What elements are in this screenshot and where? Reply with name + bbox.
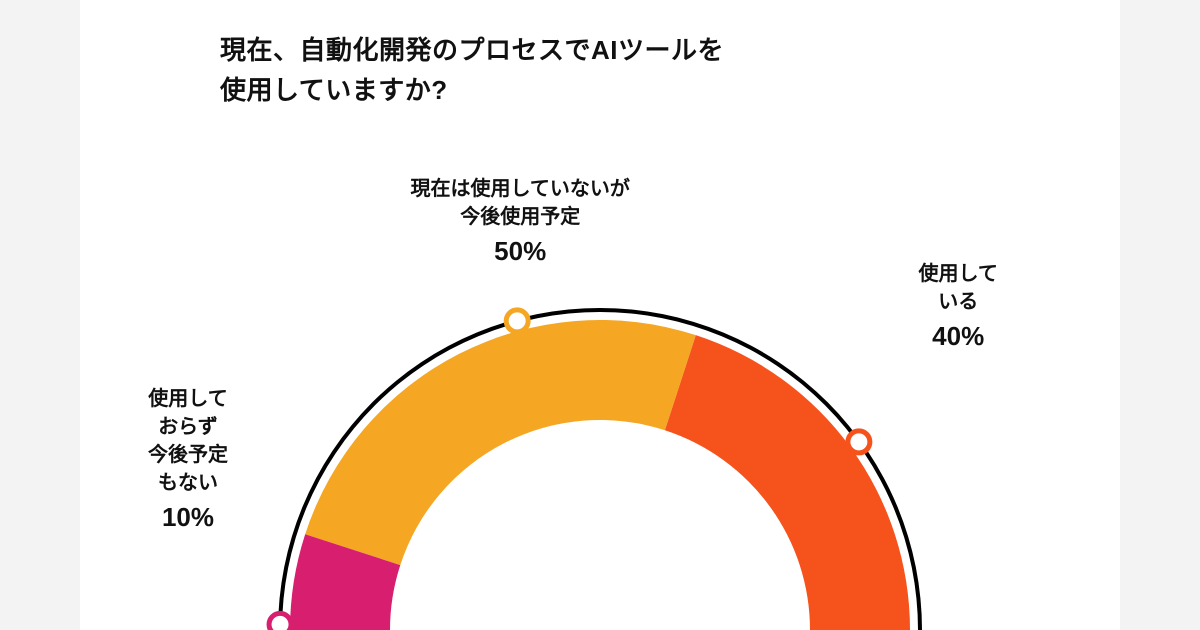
marker-plan-to-use <box>506 310 528 332</box>
label-value-using: 40% <box>919 318 998 354</box>
label-text-using: 使用して いる <box>919 260 998 316</box>
marker-no-plan <box>269 613 291 630</box>
label-no-plan: 使用して おらず 今後予定 もない10% <box>148 385 228 535</box>
label-plan-to-use: 現在は使用していないが 今後使用予定50% <box>411 175 630 269</box>
label-text-no-plan: 使用して おらず 今後予定 もない <box>148 385 228 497</box>
label-value-no-plan: 10% <box>148 499 228 535</box>
label-value-plan-to-use: 50% <box>411 233 630 269</box>
label-text-plan-to-use: 現在は使用していないが 今後使用予定 <box>411 175 630 231</box>
chart-card: 現在、自動化開発のプロセスでAIツールを 使用していますか? 使用して いる40… <box>80 0 1120 630</box>
segment-using <box>665 335 910 630</box>
label-using: 使用して いる40% <box>919 260 998 354</box>
segment-plan-to-use <box>305 320 696 565</box>
marker-using <box>848 431 870 453</box>
